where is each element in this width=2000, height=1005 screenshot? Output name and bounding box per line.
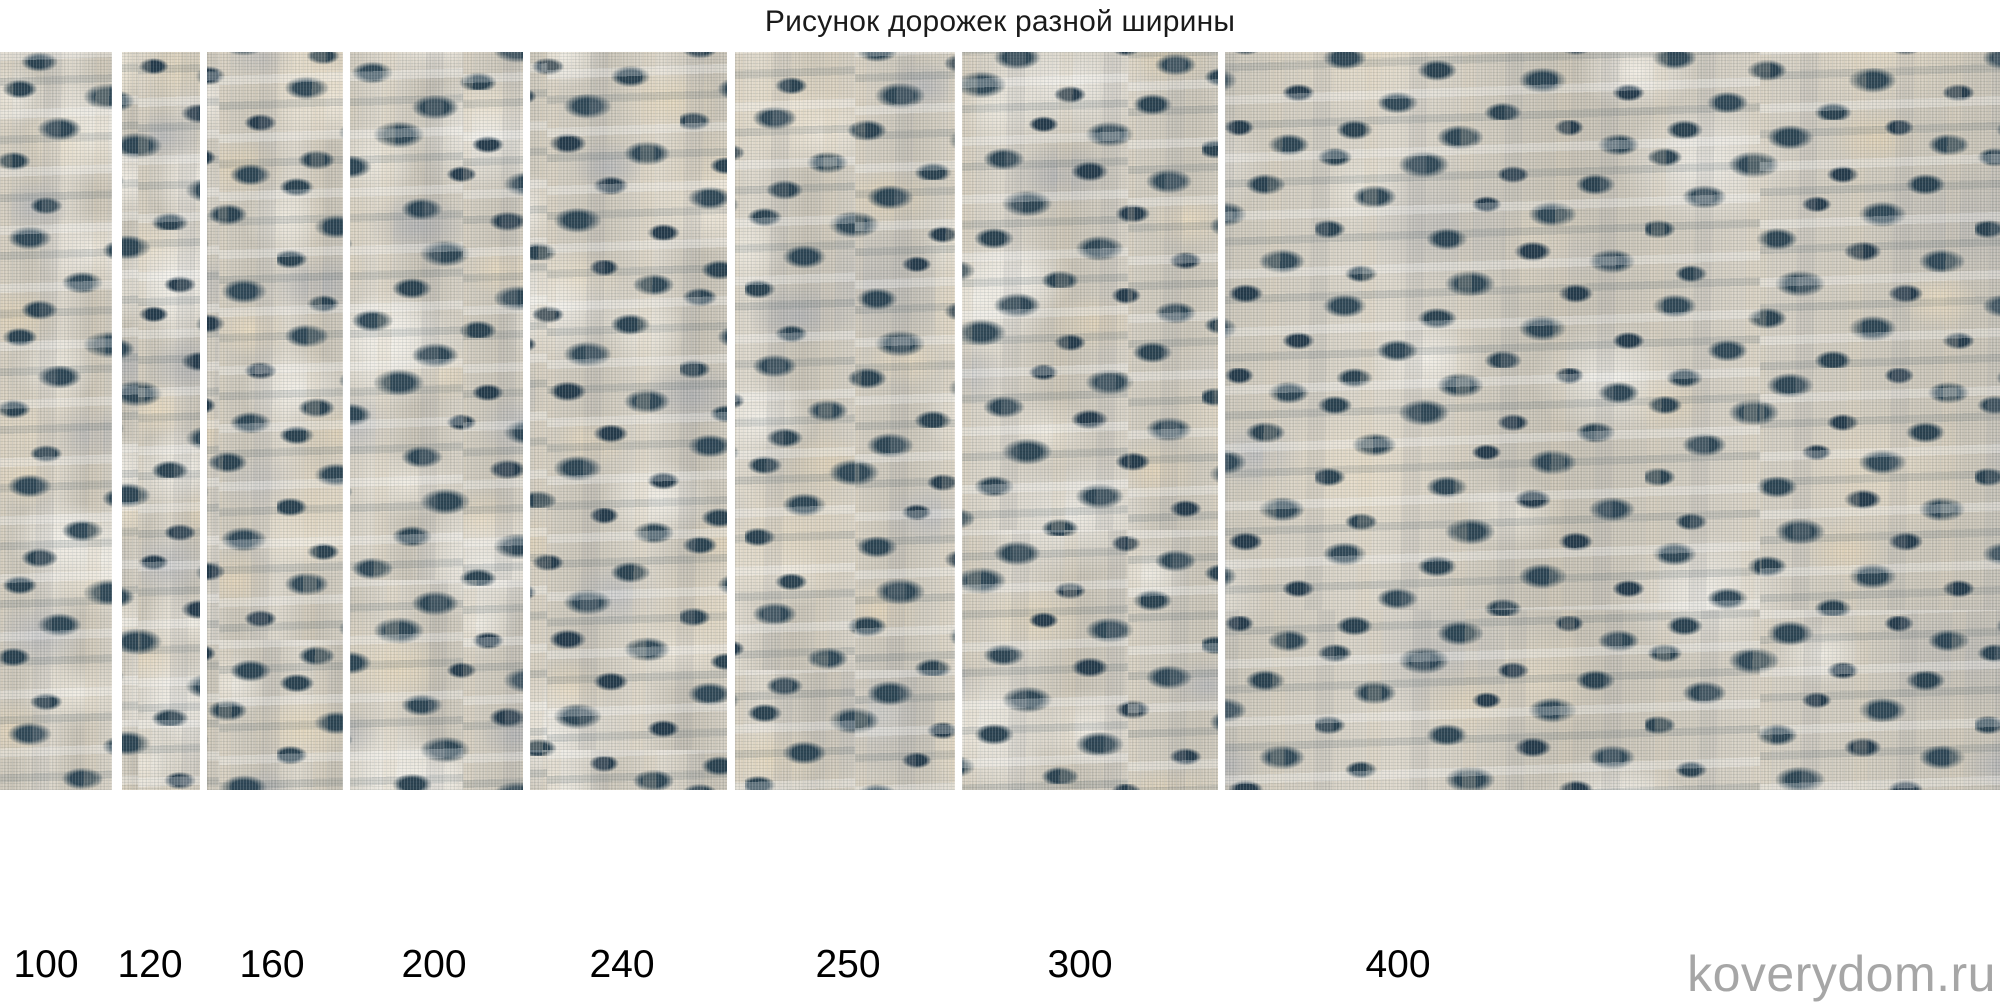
rug-texture-dark (207, 52, 343, 790)
rug-texture-dark (350, 52, 523, 790)
rug-texture-grain2 (122, 52, 200, 790)
rug-texture-grain2 (207, 52, 343, 790)
rug-texture-grain (350, 52, 523, 790)
runner-panel-120[interactable] (122, 52, 200, 790)
rug-texture-grain (0, 52, 112, 790)
rug-texture-grain (735, 52, 955, 790)
width-label-300: 300 (1047, 943, 1113, 986)
rug-texture-dark (530, 52, 727, 790)
rug-texture-bands (122, 52, 200, 790)
rug-texture-grain2 (1225, 52, 2000, 790)
page-title: Рисунок дорожек разной ширины (764, 5, 1236, 38)
rug-texture-grain2 (530, 52, 727, 790)
runner-panels-row (0, 52, 2000, 790)
rug-texture-grain (122, 52, 200, 790)
runner-panel-160[interactable] (207, 52, 343, 790)
rug-texture-dark (735, 52, 955, 790)
rug-texture-grain (1225, 52, 2000, 790)
rug-texture-bands (1225, 52, 2000, 790)
rug-texture-bands (207, 52, 343, 790)
runner-panel-100[interactable] (0, 52, 112, 790)
width-label-120: 120 (117, 943, 183, 986)
runner-panel-240[interactable] (530, 52, 727, 790)
width-label-240: 240 (589, 943, 655, 986)
rug-texture-dark (962, 52, 1218, 790)
runner-panel-400[interactable] (1225, 52, 2000, 790)
rug-texture-grain (962, 52, 1218, 790)
width-label-250: 250 (815, 943, 881, 986)
rug-texture-grain2 (962, 52, 1218, 790)
rug-texture-bands (530, 52, 727, 790)
width-label-200: 200 (401, 943, 467, 986)
rug-texture-bands (735, 52, 955, 790)
site-watermark: koverydom.ru (1687, 946, 1996, 1002)
width-label-160: 160 (239, 943, 305, 986)
rug-texture-dark (122, 52, 200, 790)
width-label-100: 100 (13, 943, 79, 986)
rug-texture-grain2 (0, 52, 112, 790)
runner-panel-200[interactable] (350, 52, 523, 790)
rug-texture-bands (0, 52, 112, 790)
width-label-400: 400 (1365, 943, 1431, 986)
rug-texture-dark (0, 52, 112, 790)
rug-texture-grain2 (350, 52, 523, 790)
runner-panel-300[interactable] (962, 52, 1218, 790)
rug-texture-grain (530, 52, 727, 790)
rug-texture-bands (350, 52, 523, 790)
rug-texture-grain (207, 52, 343, 790)
rug-texture-dark (1225, 52, 2000, 790)
rug-texture-bands (962, 52, 1218, 790)
runner-panel-250[interactable] (735, 52, 955, 790)
rug-texture-grain2 (735, 52, 955, 790)
